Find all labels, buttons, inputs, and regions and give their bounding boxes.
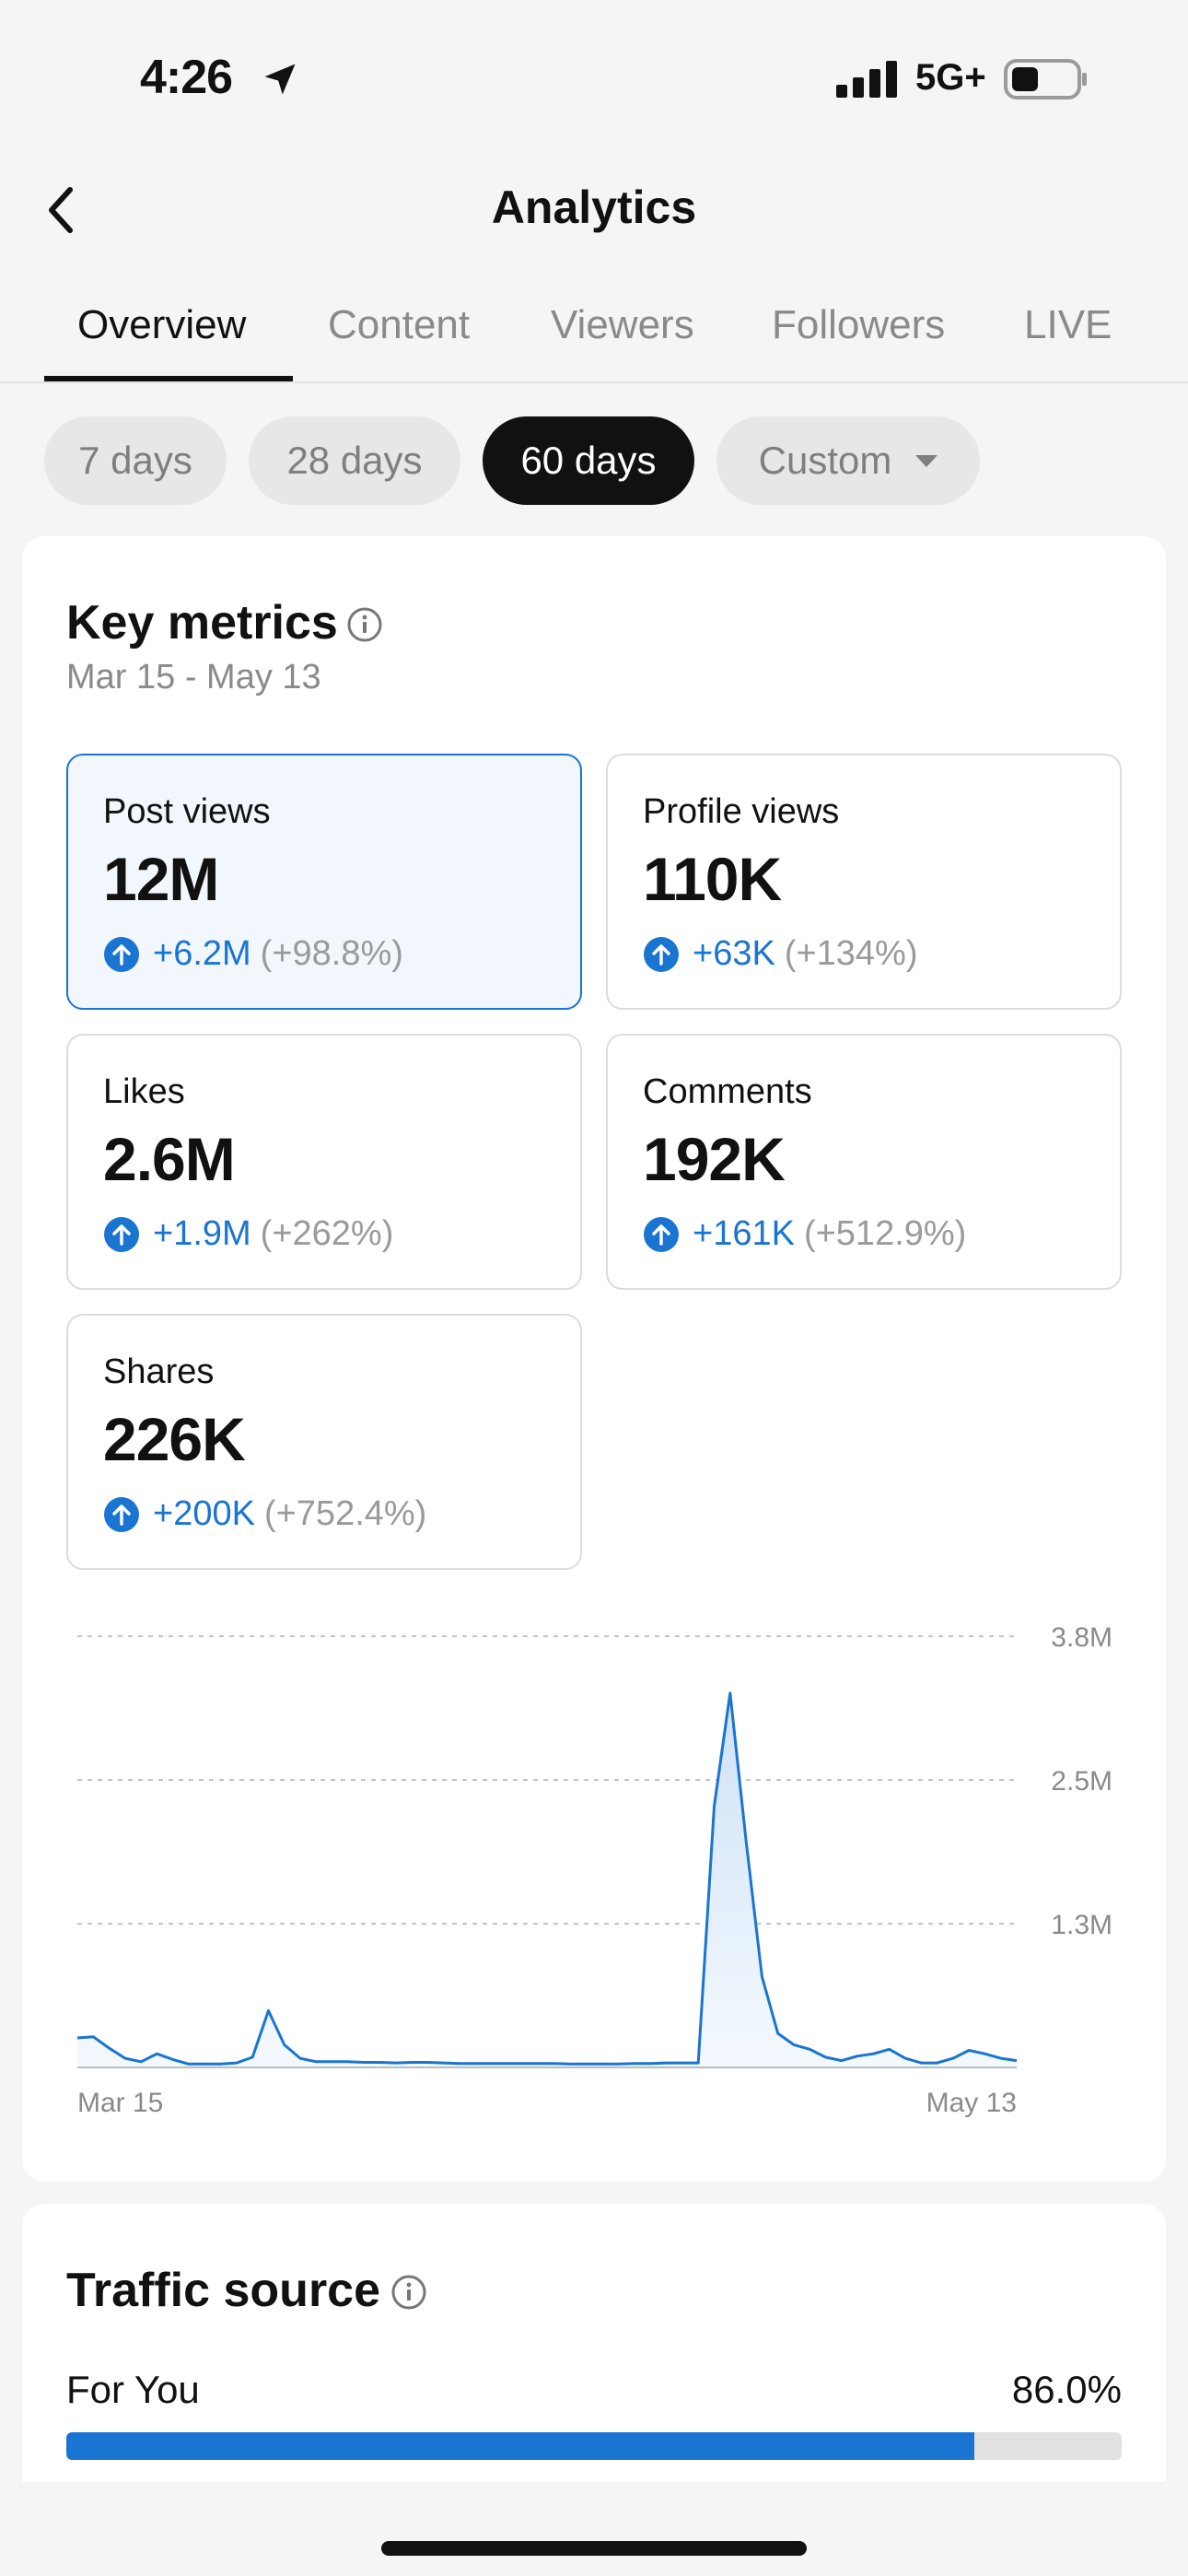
metric-tile-profile-views[interactable]: Profile views 110K +63K (+134%)	[606, 754, 1122, 1010]
metric-value: 192K	[643, 1125, 786, 1193]
period-chip-60-days[interactable]: 60 days	[483, 416, 694, 505]
metric-change: +63K (+134%)	[643, 934, 918, 974]
metric-change: +6.2M (+98.8%)	[103, 934, 403, 974]
chip-label: Custom	[758, 439, 892, 482]
home-indicator[interactable]	[381, 2541, 807, 2556]
metric-change: +1.9M (+262%)	[103, 1214, 393, 1254]
metric-tile-comments[interactable]: Comments 192K +161K (+512.9%)	[606, 1034, 1122, 1290]
info-icon[interactable]	[346, 606, 383, 643]
metric-label: Likes	[103, 1072, 185, 1111]
traffic-source-bar-fill	[66, 2432, 974, 2460]
key-metrics-card: Key metrics Mar 15 - May 13 Post views 1…	[22, 536, 1166, 2182]
tab-viewers[interactable]: Viewers	[551, 302, 694, 347]
chart-series-line	[76, 1692, 1018, 2066]
arrow-up-circle-icon	[104, 936, 139, 972]
chart-y-tick-label: 2.5M	[1051, 1766, 1112, 1797]
page-title: Analytics	[491, 181, 697, 233]
chart-y-tick-label: 1.3M	[1051, 1910, 1112, 1940]
chip-label: 28 days	[286, 439, 423, 482]
metric-delta: +63K	[693, 934, 775, 973]
chip-label: 60 days	[520, 439, 657, 482]
tab-live[interactable]: LIVE	[1024, 302, 1112, 347]
metric-label: Comments	[643, 1072, 812, 1111]
chart-y-tick-labels: 1.3M 2.5M 3.8M	[1051, 1622, 1112, 1940]
key-metrics-title: Key metrics	[66, 596, 338, 650]
metric-delta: +1.9M	[153, 1214, 251, 1253]
active-tab-indicator	[44, 376, 293, 381]
metric-delta: +161K	[693, 1214, 795, 1253]
home-indicator-area	[0, 2482, 1188, 2576]
x-axis-end-label: May 13	[926, 2088, 1017, 2118]
traffic-source-title: Traffic source	[66, 2264, 381, 2317]
status-bar: 4:26 5G+	[0, 0, 1188, 147]
tab-bar: Overview Content Viewers Followers LIVE	[0, 295, 1188, 383]
metric-percent: (+752.4%)	[263, 1494, 427, 1533]
arrow-up-circle-icon	[644, 1216, 679, 1252]
dropdown-caret-icon	[915, 454, 938, 467]
metric-value: 226K	[103, 1405, 246, 1473]
metric-tile-post-views[interactable]: Post views 12M +6.2M (+98.8%)	[66, 754, 582, 1010]
chart-area-fill	[77, 1692, 1017, 2067]
battery-icon	[1004, 59, 1087, 100]
back-chevron-icon[interactable]	[41, 181, 81, 240]
period-chip-custom[interactable]: Custom	[716, 416, 980, 505]
metric-change: +161K (+512.9%)	[643, 1214, 966, 1254]
arrow-up-circle-icon	[644, 936, 679, 972]
metric-delta: +200K	[153, 1494, 255, 1533]
metric-value: 12M	[103, 845, 219, 913]
arrow-up-circle-icon	[104, 1496, 139, 1532]
arrow-up-circle-icon	[104, 1216, 139, 1252]
metric-label: Profile views	[643, 792, 840, 831]
location-arrow-icon	[264, 64, 296, 95]
info-icon[interactable]	[390, 2274, 427, 2311]
signal-strength-icon	[836, 61, 897, 98]
traffic-source-value: 86.0%	[1011, 2368, 1122, 2411]
traffic-source-bar	[66, 2432, 1122, 2460]
metric-change: +200K (+752.4%)	[103, 1494, 426, 1534]
date-range: Mar 15 - May 13	[66, 658, 321, 697]
traffic-source-label: For You	[66, 2368, 200, 2411]
metric-label: Shares	[103, 1352, 215, 1391]
metric-percent: (+512.9%)	[803, 1214, 967, 1253]
metric-tile-shares[interactable]: Shares 226K +200K (+752.4%)	[66, 1314, 582, 1570]
metric-value: 110K	[643, 845, 782, 913]
metric-tile-likes[interactable]: Likes 2.6M +1.9M (+262%)	[66, 1034, 582, 1290]
tab-overview[interactable]: Overview	[77, 302, 247, 347]
metric-percent: (+262%)	[260, 1214, 394, 1253]
post-views-trend-chart: 1.3M 2.5M 3.8M Mar 15 May 13	[76, 1622, 1112, 2118]
status-time: 4:26	[140, 51, 233, 104]
metric-label: Post views	[103, 792, 271, 831]
metric-value: 2.6M	[103, 1125, 236, 1193]
period-chip-28-days[interactable]: 28 days	[249, 416, 460, 505]
tab-content[interactable]: Content	[328, 302, 471, 347]
chart-gridlines	[77, 1635, 1015, 1925]
metric-percent: (+98.8%)	[260, 934, 403, 973]
tab-followers[interactable]: Followers	[772, 302, 946, 347]
chart-y-tick-label: 3.8M	[1051, 1622, 1112, 1653]
metric-delta: +6.2M	[153, 934, 251, 973]
network-type: 5G+	[915, 57, 986, 98]
x-axis-start-label: Mar 15	[77, 2088, 163, 2118]
period-chip-7-days[interactable]: 7 days	[44, 416, 227, 505]
metric-percent: (+134%)	[784, 934, 918, 973]
chip-label: 7 days	[78, 439, 192, 482]
